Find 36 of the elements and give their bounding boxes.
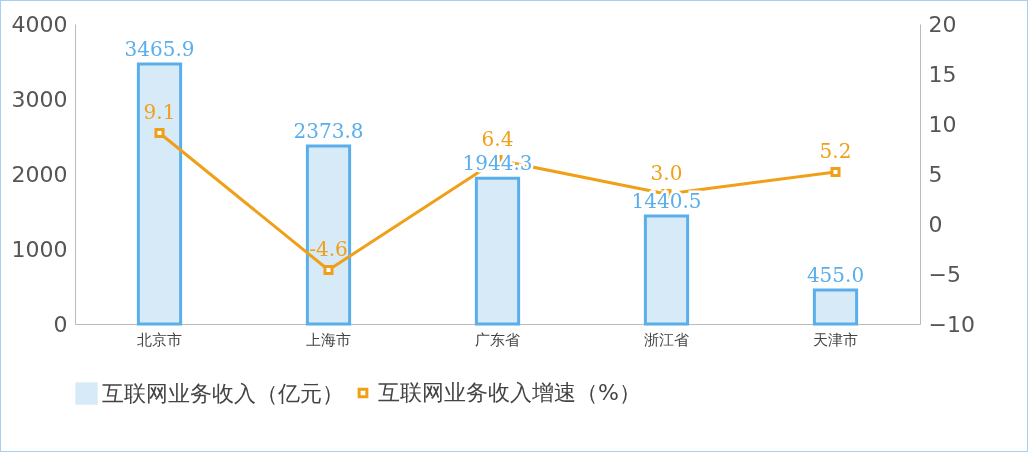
legend-label: 互联网业务收入增速（%） xyxy=(378,380,641,405)
x-tick-label: 广东省 xyxy=(475,330,520,349)
x-tick-label: 北京市 xyxy=(137,330,182,349)
y2-tick-label: 5 xyxy=(928,161,943,187)
x-tick-label: 上海市 xyxy=(306,330,351,349)
bar xyxy=(136,62,183,326)
y2-tick-label: 0 xyxy=(928,211,943,237)
y2-tick-label: 10 xyxy=(928,111,957,137)
data-label: 3465.9 xyxy=(124,37,195,62)
point xyxy=(323,264,334,276)
bar xyxy=(474,176,521,326)
bar xyxy=(643,214,690,326)
y2-tick-label: 20 xyxy=(928,11,957,37)
point xyxy=(830,166,841,178)
x-tick-label: 浙江省 xyxy=(644,330,689,349)
data-label: 6.4 xyxy=(481,127,514,151)
data-label: 2373.8 xyxy=(293,118,364,143)
y-tick-label: 1000 xyxy=(11,236,68,262)
data-label: 5.2 xyxy=(819,139,852,163)
data-label: 9.1 xyxy=(143,100,176,124)
data-label: 455.0 xyxy=(806,262,865,287)
point xyxy=(154,127,165,139)
data-label: 3.0 xyxy=(650,161,683,185)
x-tick-label: 天津市 xyxy=(813,330,858,349)
y2-tick-label: −10 xyxy=(928,311,975,337)
y-tick-label: 3000 xyxy=(11,86,68,112)
data-label: 1440.5 xyxy=(631,188,702,213)
data-label: -4.6 xyxy=(309,237,348,261)
y2-tick-label: −5 xyxy=(928,261,961,287)
y-tick-label: 4000 xyxy=(11,11,68,37)
bar xyxy=(305,144,352,326)
y-tick-label: 2000 xyxy=(11,161,68,187)
y2-tick-label: 15 xyxy=(928,61,957,87)
bar xyxy=(812,288,859,326)
y-tick-label: 0 xyxy=(53,311,68,337)
legend-label: 互联网业务收入（亿元） xyxy=(102,380,344,406)
